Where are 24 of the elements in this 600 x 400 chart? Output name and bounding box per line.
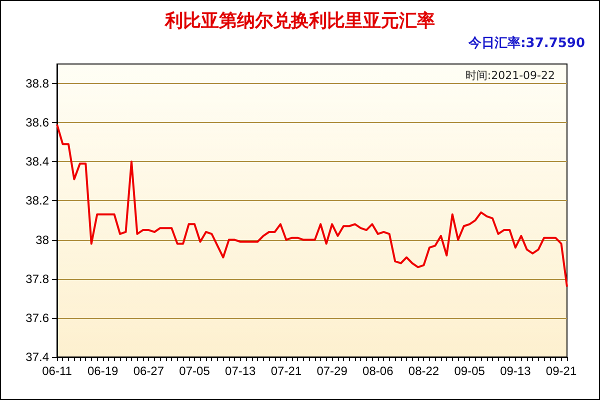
x-tick-label: 07-05 [179,364,210,378]
x-tick-label: 06-27 [133,364,164,378]
x-tick-label: 07-13 [225,364,256,378]
y-tick-label: 37.8 [26,272,50,286]
y-tick-label: 38 [36,232,50,247]
y-tick-label: 38.8 [26,76,50,91]
x-tick-label: 06-19 [87,364,119,378]
y-tick-label: 37.4 [26,350,50,364]
y-tick-label: 37.6 [26,310,50,325]
x-tick-label: 09-05 [454,364,486,378]
x-tick-label: 09-13 [500,364,532,378]
annotation: 时间:2021-09-22 [465,69,556,82]
x-tick-label: 09-21 [546,364,577,378]
x-tick-label: 07-29 [316,364,348,378]
text: 今日汇率:37.7590 [468,35,586,51]
x-tick-label: 07-21 [270,364,302,378]
y-tick-label: 38.4 [26,154,50,169]
y-tick-label: 38.6 [26,116,50,130]
x-tick-label: 08-22 [408,364,440,378]
x-tick-label: 06-11 [42,364,72,378]
line-series [56,124,568,288]
x-tick-label: 08-06 [362,364,394,378]
chart-title: 利比亚第纳尔兑换利比里亚元汇率 [164,10,435,32]
y-tick-label: 38.2 [26,194,50,208]
